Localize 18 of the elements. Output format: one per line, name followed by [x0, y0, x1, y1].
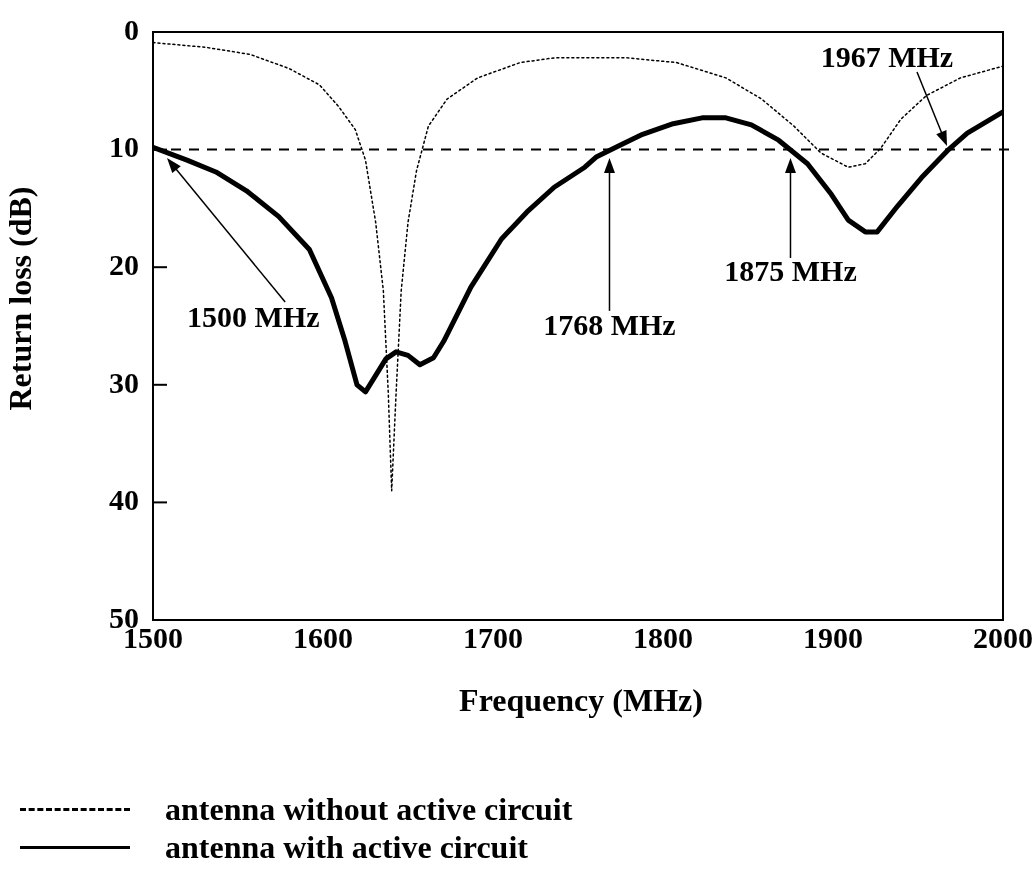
y-tick-label: 20 [109, 247, 139, 281]
annotation: 1875 MHz [724, 253, 857, 287]
y-tick-label: 0 [124, 12, 139, 46]
x-tick-label: 1600 [293, 620, 353, 654]
annotation: 1967 MHz [820, 40, 954, 74]
legend-label: antenna without active circuit [165, 790, 573, 828]
y-tick-label: 10 [109, 130, 139, 164]
y-tick-label: 30 [109, 365, 139, 399]
annotation: 1768 MHz [543, 307, 676, 341]
y-tick-label: 40 [109, 483, 139, 517]
y-axis-title: Return loss (dB) [1, 185, 39, 413]
x-tick-label: 2000 [973, 620, 1033, 654]
legend-label: antenna with active circuit [165, 828, 528, 866]
x-tick-label: 1800 [633, 620, 693, 654]
x-axis-title: Frequency (MHz) [458, 682, 704, 719]
x-tick-label: 1700 [463, 620, 523, 654]
x-tick-label: 1900 [803, 620, 863, 654]
annotation: 1500 MHz [187, 299, 320, 333]
